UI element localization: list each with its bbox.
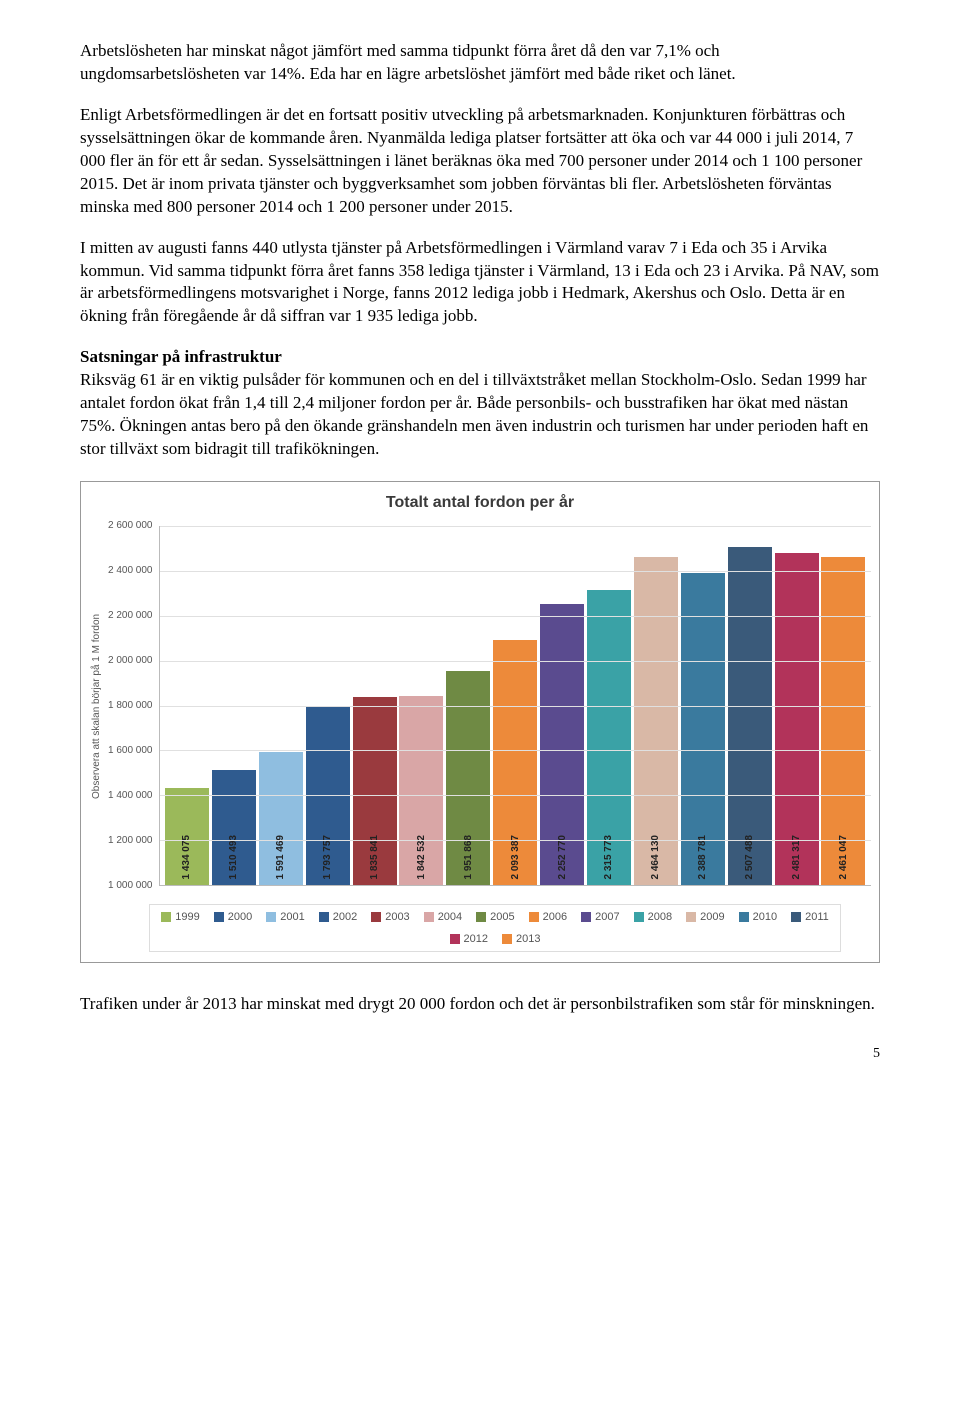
bar-2004: 1 842 532 — [399, 696, 443, 885]
vehicle-chart: Totalt antal fordon per år Observera att… — [80, 481, 880, 963]
chart-yaxis: 2 600 0002 400 0002 200 0002 000 0001 80… — [104, 526, 159, 886]
bar-2006: 2 093 387 — [493, 640, 537, 885]
bar-2000: 1 510 493 — [212, 770, 256, 885]
legend-label: 2004 — [438, 911, 462, 923]
bar-2001: 1 591 469 — [259, 752, 303, 885]
bar-2012: 2 481 317 — [775, 553, 819, 885]
legend-label: 2007 — [595, 911, 619, 923]
legend-label: 2006 — [543, 911, 567, 923]
bar-value-label: 1 510 493 — [228, 835, 239, 880]
bar-2007: 2 252 770 — [540, 604, 584, 885]
legend-label: 2000 — [228, 911, 252, 923]
legend-swatch — [634, 912, 644, 922]
chart-plot: 1 434 075 1 510 493 1 591 469 1 793 757 1 83… — [159, 526, 872, 886]
bar-1999: 1 434 075 — [165, 788, 209, 885]
bar-value-label: 1 793 757 — [322, 835, 333, 880]
legend-swatch — [529, 912, 539, 922]
paragraph-4-body: Riksväg 61 är en viktig pulsåder för kom… — [80, 370, 868, 458]
section-heading-infrastruktur: Satsningar på infrastruktur — [80, 347, 282, 366]
bar-value-label: 2 388 781 — [697, 835, 708, 880]
paragraph-2: Enligt Arbetsförmedlingen är det en fort… — [80, 104, 880, 219]
paragraph-4: Satsningar på infrastruktur Riksväg 61 ä… — [80, 346, 880, 461]
bar-2003: 1 835 841 — [353, 697, 397, 885]
legend-item-2004: 2004 — [424, 911, 462, 923]
legend-item-2005: 2005 — [476, 911, 514, 923]
legend-swatch — [214, 912, 224, 922]
grid-line — [160, 526, 872, 527]
legend-swatch — [686, 912, 696, 922]
bar-value-label: 1 591 469 — [275, 835, 286, 880]
chart-ylabel: Observera att skalan börjar på 1 M fordo… — [89, 526, 104, 886]
chart-title: Totalt antal fordon per år — [89, 494, 871, 512]
bar-value-label: 2 093 387 — [510, 835, 521, 880]
legend-swatch — [581, 912, 591, 922]
legend-item-2002: 2002 — [319, 911, 357, 923]
legend-item-1999: 1999 — [161, 911, 199, 923]
grid-line — [160, 616, 872, 617]
legend-label: 2010 — [753, 911, 777, 923]
legend-item-2001: 2001 — [266, 911, 304, 923]
chart-legend: 1999 2000 2001 2002 2003 2004 2005 2006 2007 2008… — [149, 904, 841, 952]
legend-item-2007: 2007 — [581, 911, 619, 923]
bar-value-label: 1 951 868 — [463, 835, 474, 880]
legend-swatch — [266, 912, 276, 922]
legend-swatch — [502, 934, 512, 944]
grid-line — [160, 571, 872, 572]
bar-value-label: 2 461 047 — [838, 835, 849, 880]
bar-value-label: 2 481 317 — [791, 835, 802, 880]
legend-swatch — [319, 912, 329, 922]
grid-line — [160, 706, 872, 707]
legend-label: 2013 — [516, 933, 540, 945]
grid-line — [160, 750, 872, 751]
legend-label: 2003 — [385, 911, 409, 923]
legend-item-2013: 2013 — [502, 933, 540, 945]
grid-line — [160, 840, 872, 841]
paragraph-5: Trafiken under år 2013 har minskat med d… — [80, 993, 880, 1016]
grid-line — [160, 661, 872, 662]
legend-label: 2005 — [490, 911, 514, 923]
legend-item-2003: 2003 — [371, 911, 409, 923]
legend-item-2012: 2012 — [450, 933, 488, 945]
bar-2005: 1 951 868 — [446, 671, 490, 885]
legend-label: 2009 — [700, 911, 724, 923]
legend-swatch — [371, 912, 381, 922]
legend-item-2000: 2000 — [214, 911, 252, 923]
legend-swatch — [161, 912, 171, 922]
legend-item-2008: 2008 — [634, 911, 672, 923]
bar-value-label: 2 315 773 — [603, 835, 614, 880]
legend-item-2011: 2011 — [791, 911, 829, 923]
bar-value-label: 1 842 532 — [416, 835, 427, 880]
bar-value-label: 2 252 770 — [557, 835, 568, 880]
legend-label: 2001 — [280, 911, 304, 923]
bar-value-label: 1 835 841 — [369, 835, 380, 880]
grid-line — [160, 795, 872, 796]
bar-value-label: 2 464 130 — [650, 835, 661, 880]
legend-item-2006: 2006 — [529, 911, 567, 923]
legend-swatch — [424, 912, 434, 922]
legend-item-2009: 2009 — [686, 911, 724, 923]
legend-label: 2012 — [464, 933, 488, 945]
legend-label: 2002 — [333, 911, 357, 923]
bar-2013: 2 461 047 — [821, 557, 865, 885]
legend-label: 1999 — [175, 911, 199, 923]
bar-2009: 2 464 130 — [634, 557, 678, 886]
bar-2010: 2 388 781 — [681, 573, 725, 885]
legend-item-2010: 2010 — [739, 911, 777, 923]
legend-label: 2011 — [805, 911, 829, 923]
bar-value-label: 1 434 075 — [181, 835, 192, 880]
legend-label: 2008 — [648, 911, 672, 923]
legend-swatch — [476, 912, 486, 922]
legend-swatch — [450, 934, 460, 944]
paragraph-3: I mitten av augusti fanns 440 utlysta tj… — [80, 237, 880, 329]
legend-swatch — [739, 912, 749, 922]
legend-swatch — [791, 912, 801, 922]
bar-value-label: 2 507 488 — [744, 835, 755, 880]
paragraph-1: Arbetslösheten har minskat något jämfört… — [80, 40, 880, 86]
page-number: 5 — [80, 1046, 880, 1062]
bar-2011: 2 507 488 — [728, 547, 772, 885]
